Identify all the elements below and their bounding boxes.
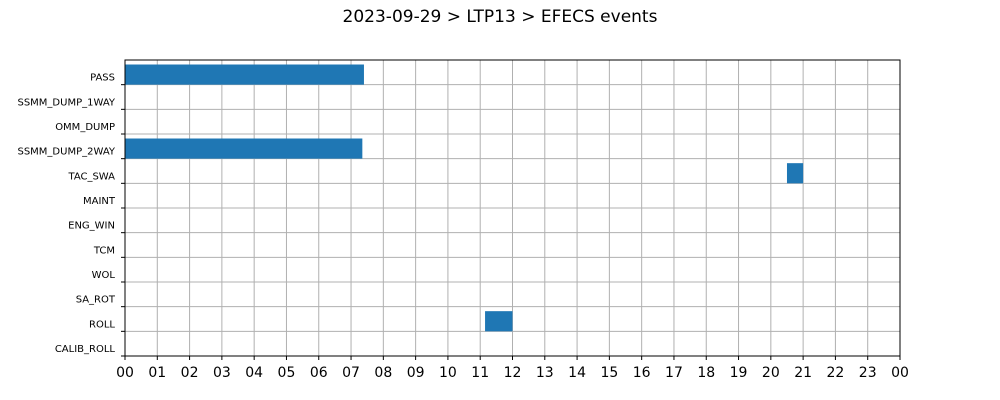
plot-frame: [124, 59, 901, 357]
y-tick-label: TCM: [93, 245, 115, 256]
x-tick-label: 18: [697, 365, 715, 381]
x-tick-label: 01: [148, 365, 166, 381]
x-tick-label: 06: [310, 365, 328, 381]
y-tick-label: OMM_DUMP: [55, 122, 115, 133]
axes: [121, 59, 901, 360]
x-tick-labels: 00 01 02 03 04 05 06 07 08 09 10 11 12 13 14 15 16 17 18 19…: [116, 365, 909, 381]
event-bar-pass: [125, 64, 364, 85]
x-tick-label: 00: [891, 365, 909, 381]
x-tick-label: 14: [568, 365, 586, 381]
x-tick-label: 03: [213, 365, 231, 381]
x-tick-label: 23: [859, 365, 877, 381]
x-tick-label: 00: [116, 365, 134, 381]
x-tick-label: 05: [278, 365, 296, 381]
y-tick-labels: PASS SSMM_DUMP_1WAY OMM_DUMP SSMM_DUMP_2WAY…: [17, 73, 115, 355]
x-tick-label: 11: [471, 365, 489, 381]
y-tick-label: WOL: [92, 270, 116, 281]
x-tick-label: 13: [536, 365, 554, 381]
x-tick-label: 08: [374, 365, 392, 381]
y-tick-label: SSMM_DUMP_2WAY: [17, 147, 115, 158]
event-bar-ssmm-dump-2way: [125, 138, 363, 159]
x-tick-label: 17: [665, 365, 683, 381]
x-tick-label: 20: [762, 365, 780, 381]
x-tick-label: 15: [600, 365, 618, 381]
y-tick-label: SSMM_DUMP_1WAY: [17, 97, 115, 108]
y-tick-label: ROLL: [89, 319, 115, 330]
y-tick-label: CALIB_ROLL: [55, 344, 116, 355]
x-tick-label: 04: [245, 365, 263, 381]
x-tick-label: 07: [342, 365, 360, 381]
x-tick-label: 16: [633, 365, 651, 381]
event-bars: [125, 64, 804, 332]
y-tick-label: MAINT: [83, 196, 116, 207]
x-tick-label: 10: [439, 365, 457, 381]
x-tick-label: 12: [504, 365, 522, 381]
y-tick-label: TAC_SWA: [67, 171, 115, 182]
x-tick-label: 09: [407, 365, 425, 381]
y-tick-label: PASS: [90, 73, 115, 84]
event-bar-roll: [485, 311, 513, 332]
y-tick-label: SA_ROT: [76, 295, 116, 306]
x-tick-label: 19: [730, 365, 748, 381]
y-tick-label: ENG_WIN: [68, 221, 115, 232]
x-tick-label: 02: [181, 365, 199, 381]
x-tick-label: 21: [794, 365, 812, 381]
x-tick-label: 22: [827, 365, 845, 381]
chart-title: 2023-09-29 > LTP13 > EFECS events: [343, 7, 658, 27]
event-bar-tac-swa: [786, 163, 804, 184]
